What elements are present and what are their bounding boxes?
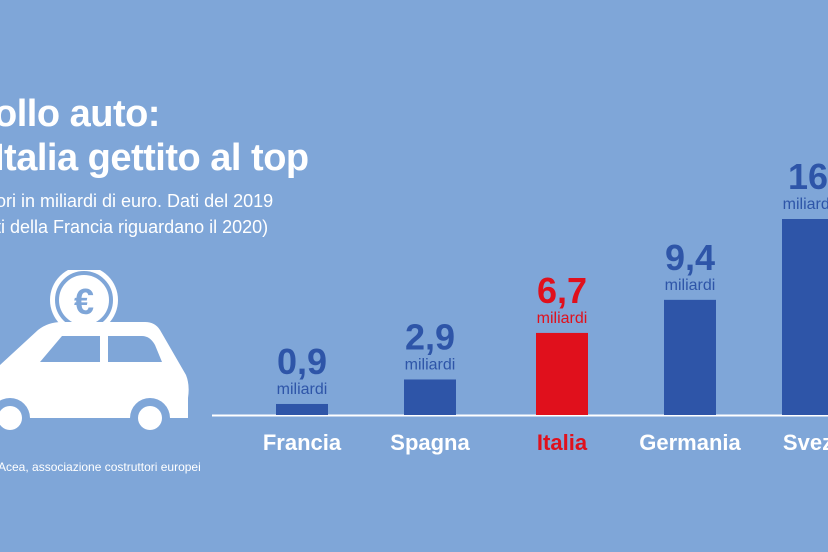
bar-germania — [664, 299, 716, 415]
bar-francia — [276, 403, 328, 415]
car-icon: € — [0, 270, 189, 438]
category-label-svez: Svez — [783, 430, 828, 455]
unit-label-italia: miliardi — [537, 310, 588, 327]
bar-spagna — [404, 379, 456, 415]
unit-label-germania: miliardi — [665, 277, 716, 294]
value-label-spagna: 2,9 — [405, 316, 455, 357]
unit-label-svez: miliardi — [783, 196, 828, 213]
unit-label-francia: miliardi — [277, 381, 328, 398]
source-note: Acea, associazione costruttori europei — [0, 460, 201, 474]
category-label-italia: Italia — [537, 430, 588, 455]
unit-label-spagna: miliardi — [405, 356, 456, 373]
category-label-spagna: Spagna — [390, 430, 470, 455]
value-label-germania: 9,4 — [665, 237, 715, 278]
category-label-germania: Germania — [639, 430, 741, 455]
svg-text:€: € — [74, 281, 94, 322]
value-label-svez: 16 — [788, 156, 828, 197]
value-label-francia: 0,9 — [277, 341, 327, 382]
bar-svez — [782, 219, 828, 415]
chart-title: ollo auto: Italia gettito al top — [0, 93, 309, 179]
category-label-francia: Francia — [263, 430, 342, 455]
value-label-italia: 6,7 — [537, 270, 587, 311]
chart-subtitle: ori in miliardi di euro. Dati del 2019 ti… — [0, 191, 274, 237]
euro-coin-icon — [50, 270, 118, 334]
bar-italia — [536, 332, 588, 415]
